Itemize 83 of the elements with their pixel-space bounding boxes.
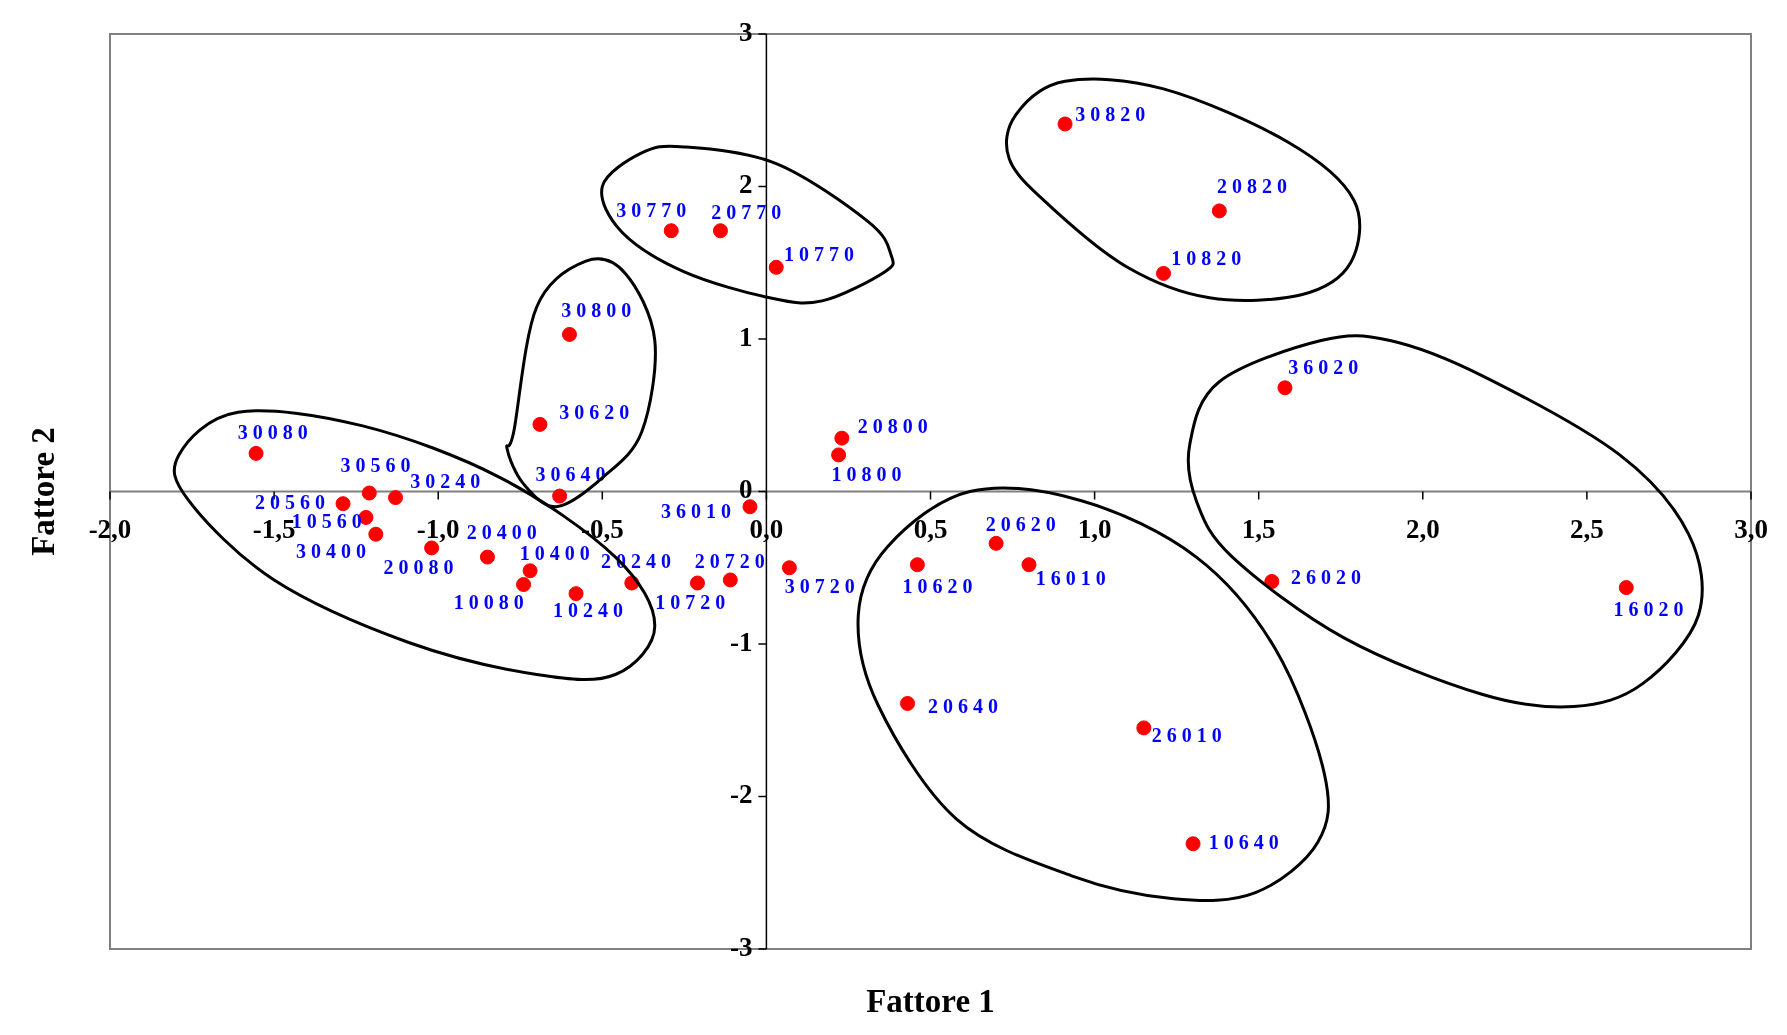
annotation: 10620	[902, 574, 978, 597]
point	[388, 490, 404, 506]
point	[516, 577, 532, 593]
point	[1156, 265, 1172, 281]
annotation: 16010	[1035, 566, 1111, 589]
annotation: 10720	[655, 590, 731, 613]
point	[768, 259, 784, 275]
y-axis-title: Fattore 2	[24, 427, 61, 556]
point	[552, 488, 568, 504]
annotation: 30720	[784, 575, 860, 598]
annotation: 10800	[831, 462, 907, 485]
y-tick-label: 1	[738, 321, 753, 352]
y-tick-label: -2	[729, 779, 753, 810]
point	[900, 695, 916, 711]
annotation: 10820	[1171, 246, 1247, 269]
annotation: 20720	[694, 550, 770, 573]
annotation: 30080	[237, 421, 313, 444]
annotation: 10080	[453, 591, 529, 614]
point	[1277, 380, 1293, 396]
x-tick-label: -2,0	[88, 514, 132, 545]
point	[988, 535, 1004, 551]
point	[909, 557, 925, 573]
annotation: 30240	[410, 469, 486, 492]
point	[834, 430, 850, 446]
annotation: 16020	[1613, 597, 1689, 620]
annotation: 30620	[559, 401, 635, 424]
annotation: 30800	[561, 298, 637, 321]
point	[479, 549, 495, 565]
x-axis-title: Fattore 1	[866, 982, 995, 1019]
y-tick-label: 0	[738, 474, 753, 505]
x-tick-label: 1,5	[1241, 514, 1276, 545]
annotation: 20620	[985, 513, 1061, 536]
annotation: 20080	[383, 555, 459, 578]
annotation: 30400	[295, 539, 371, 562]
x-tick-label: 3,0	[1734, 514, 1768, 545]
annotation: 20400	[466, 521, 542, 544]
point	[712, 223, 728, 239]
point	[532, 416, 548, 432]
point	[831, 447, 847, 463]
point	[689, 575, 705, 591]
point	[722, 572, 738, 588]
y-tick-label: -1	[729, 626, 753, 657]
point	[1057, 116, 1073, 132]
point	[561, 326, 577, 342]
annotation: 30770	[616, 198, 692, 221]
annotation: 26010	[1151, 724, 1227, 747]
y-tick-label: -3	[729, 931, 753, 962]
annotation: 30640	[535, 462, 611, 485]
point	[1264, 573, 1280, 589]
annotation: 10240	[553, 599, 629, 622]
annotation: 20640	[927, 695, 1003, 718]
point	[781, 560, 797, 576]
annotation: 10640	[1208, 830, 1284, 853]
point	[1136, 720, 1152, 736]
point	[248, 445, 264, 461]
point	[568, 586, 584, 602]
annotation: 20800	[857, 415, 933, 438]
annotation: 20820	[1216, 175, 1292, 198]
point	[335, 496, 351, 512]
annotation: 26020	[1291, 566, 1367, 589]
point	[742, 499, 758, 515]
point	[361, 485, 377, 501]
point	[1185, 836, 1201, 852]
x-tick-label: 1,0	[1077, 514, 1112, 545]
x-tick-label: 2,0	[1405, 514, 1440, 545]
point	[522, 563, 538, 579]
annotation: 10770	[784, 243, 860, 266]
point	[368, 526, 384, 542]
x-tick-label: 2,5	[1570, 514, 1604, 545]
annotation: 36010	[660, 499, 736, 522]
x-tick-label: -1,0	[416, 514, 460, 545]
point	[1618, 580, 1634, 596]
y-tick-label: 3	[738, 16, 753, 47]
x-tick-label: 0,5	[913, 514, 948, 545]
y-tick-label: 2	[738, 169, 753, 200]
point	[1211, 203, 1227, 219]
point	[663, 223, 679, 239]
annotation: 36020	[1288, 355, 1364, 378]
annotation: 30820	[1075, 103, 1151, 126]
annotation: 10400	[519, 542, 595, 565]
x-tick-label: -0,5	[580, 514, 624, 545]
annotation: 20560	[255, 490, 331, 513]
point	[1021, 557, 1037, 573]
